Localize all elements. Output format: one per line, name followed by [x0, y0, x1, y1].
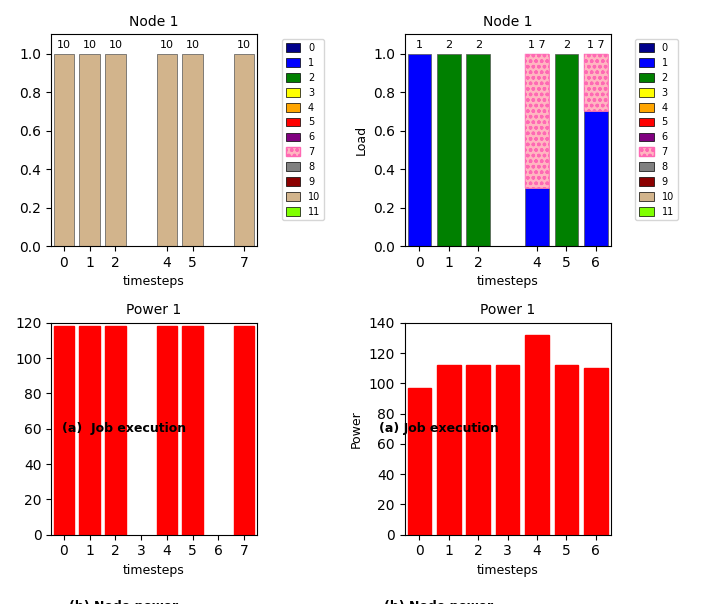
Bar: [584, 111, 607, 246]
Bar: [525, 188, 549, 246]
Bar: [105, 326, 126, 535]
Text: 10: 10: [108, 40, 122, 50]
Text: (a) Job execution: (a) Job execution: [379, 422, 499, 435]
Title: Node 1: Node 1: [130, 15, 179, 29]
Bar: [156, 326, 177, 535]
Text: 10: 10: [185, 40, 200, 50]
Title: Power 1: Power 1: [480, 303, 535, 318]
Bar: [496, 365, 520, 535]
Bar: [467, 54, 490, 246]
Text: 2: 2: [445, 40, 452, 50]
Text: 1: 1: [416, 40, 423, 50]
Bar: [584, 54, 607, 111]
Bar: [183, 326, 203, 535]
Text: 1 7: 1 7: [587, 40, 605, 50]
Text: 10: 10: [83, 40, 97, 50]
Bar: [234, 54, 254, 246]
Title: Node 1: Node 1: [483, 15, 532, 29]
Bar: [584, 54, 607, 111]
X-axis label: timesteps: timesteps: [476, 564, 539, 577]
Bar: [437, 365, 461, 535]
Bar: [79, 54, 100, 246]
Text: 10: 10: [160, 40, 174, 50]
Bar: [554, 54, 578, 246]
Bar: [54, 326, 74, 535]
Text: 10: 10: [237, 40, 251, 50]
Y-axis label: Power: Power: [350, 410, 363, 448]
Title: Power 1: Power 1: [127, 303, 182, 318]
Bar: [408, 388, 431, 535]
Text: 2: 2: [474, 40, 481, 50]
Y-axis label: Load: Load: [355, 125, 367, 155]
Text: (b) Node power: (b) Node power: [384, 600, 493, 604]
Text: (b) Node power: (b) Node power: [69, 600, 178, 604]
Text: 10: 10: [57, 40, 71, 50]
Bar: [437, 54, 461, 246]
Bar: [525, 54, 549, 188]
Bar: [234, 326, 254, 535]
X-axis label: timesteps: timesteps: [123, 564, 185, 577]
Bar: [554, 365, 578, 535]
Text: 1 7: 1 7: [528, 40, 546, 50]
Bar: [156, 54, 177, 246]
Legend: 0, 1, 2, 3, 4, 5, 6, 7, 8, 9, 10, 11: 0, 1, 2, 3, 4, 5, 6, 7, 8, 9, 10, 11: [282, 39, 324, 220]
Bar: [467, 365, 490, 535]
Legend: 0, 1, 2, 3, 4, 5, 6, 7, 8, 9, 10, 11: 0, 1, 2, 3, 4, 5, 6, 7, 8, 9, 10, 11: [635, 39, 678, 220]
X-axis label: timesteps: timesteps: [476, 275, 539, 289]
X-axis label: timesteps: timesteps: [123, 275, 185, 289]
Bar: [183, 54, 203, 246]
Text: 2: 2: [563, 40, 570, 50]
Bar: [584, 368, 607, 535]
Bar: [408, 54, 431, 246]
Bar: [79, 326, 100, 535]
Bar: [525, 54, 549, 188]
Text: (a)  Job execution: (a) Job execution: [62, 422, 186, 435]
Bar: [105, 54, 126, 246]
Bar: [525, 335, 549, 535]
Bar: [54, 54, 74, 246]
